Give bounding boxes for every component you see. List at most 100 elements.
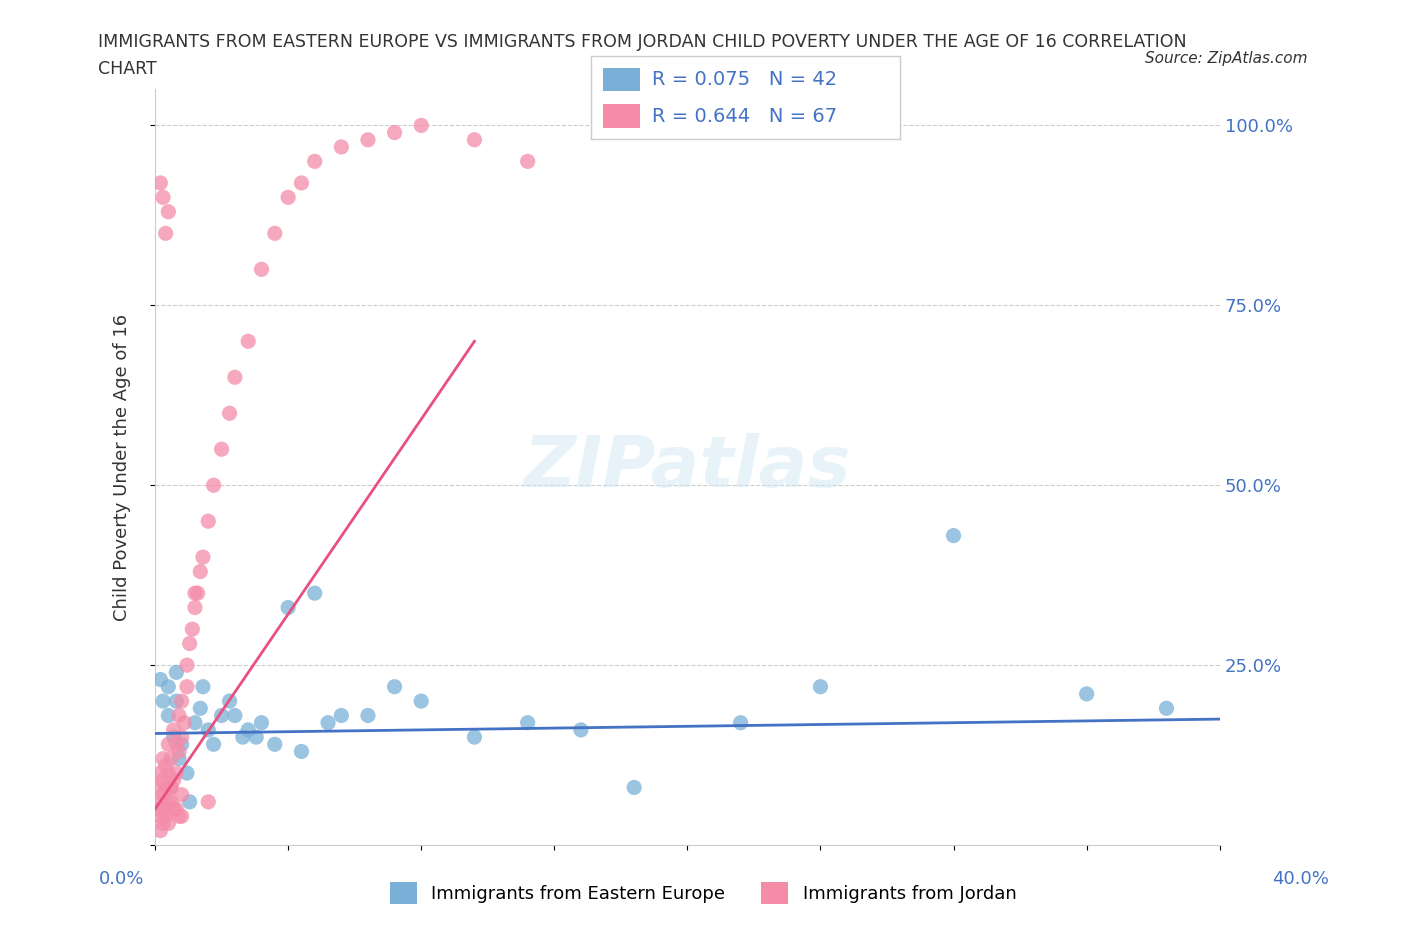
- Point: [157, 816, 180, 830]
- Point: [211, 708, 233, 723]
- Point: [463, 730, 485, 745]
- Point: [152, 751, 174, 766]
- Point: [1076, 686, 1098, 701]
- Point: [942, 528, 965, 543]
- Text: Source: ZipAtlas.com: Source: ZipAtlas.com: [1144, 51, 1308, 66]
- Text: CHART: CHART: [98, 60, 157, 78]
- Point: [569, 723, 592, 737]
- Point: [245, 730, 267, 745]
- Point: [176, 679, 198, 694]
- Point: [155, 780, 177, 795]
- Point: [330, 708, 353, 723]
- Point: [290, 744, 312, 759]
- FancyBboxPatch shape: [603, 104, 640, 127]
- Point: [160, 794, 183, 809]
- Legend: Immigrants from Eastern Europe, Immigrants from Jordan: Immigrants from Eastern Europe, Immigran…: [382, 875, 1024, 911]
- Point: [170, 809, 193, 824]
- Point: [163, 773, 186, 788]
- Point: [163, 723, 186, 737]
- Point: [160, 780, 183, 795]
- Point: [157, 794, 180, 809]
- Point: [290, 176, 312, 191]
- Point: [184, 715, 207, 730]
- Point: [304, 586, 326, 601]
- Point: [152, 816, 174, 830]
- Point: [160, 780, 183, 795]
- Point: [167, 809, 190, 824]
- Point: [277, 190, 299, 205]
- Point: [188, 701, 211, 716]
- Point: [157, 708, 180, 723]
- Point: [384, 679, 406, 694]
- Point: [179, 794, 201, 809]
- Point: [516, 154, 538, 169]
- Point: [184, 586, 207, 601]
- Point: [149, 176, 172, 191]
- Point: [277, 600, 299, 615]
- Point: [157, 679, 180, 694]
- Point: [157, 737, 180, 751]
- Point: [411, 694, 433, 709]
- Point: [167, 744, 190, 759]
- Point: [149, 765, 172, 780]
- Point: [191, 550, 214, 565]
- Point: [197, 513, 219, 528]
- Point: [155, 226, 177, 241]
- Point: [149, 672, 172, 687]
- Point: [170, 694, 193, 709]
- Point: [250, 262, 273, 277]
- Point: [163, 730, 186, 745]
- Point: [170, 787, 193, 802]
- Point: [191, 679, 214, 694]
- Text: 0.0%: 0.0%: [98, 870, 143, 888]
- Point: [170, 730, 193, 745]
- Point: [157, 765, 180, 780]
- Point: [181, 621, 204, 636]
- Point: [211, 442, 233, 457]
- Point: [152, 773, 174, 788]
- Point: [149, 823, 172, 838]
- Point: [170, 737, 193, 751]
- Point: [463, 132, 485, 147]
- Point: [357, 708, 380, 723]
- Point: [224, 370, 246, 385]
- Point: [202, 478, 225, 493]
- Point: [179, 636, 201, 651]
- Point: [238, 334, 260, 349]
- Point: [167, 708, 190, 723]
- Point: [316, 715, 339, 730]
- Point: [165, 802, 187, 817]
- FancyBboxPatch shape: [603, 68, 640, 91]
- Point: [730, 715, 752, 730]
- Point: [165, 694, 187, 709]
- Point: [152, 190, 174, 205]
- Point: [1156, 701, 1178, 716]
- Point: [197, 794, 219, 809]
- Point: [250, 715, 273, 730]
- Point: [173, 715, 195, 730]
- Y-axis label: Child Poverty Under the Age of 16: Child Poverty Under the Age of 16: [114, 313, 131, 621]
- Point: [155, 802, 177, 817]
- Point: [184, 600, 207, 615]
- Point: [152, 694, 174, 709]
- Point: [146, 802, 169, 817]
- Point: [304, 154, 326, 169]
- Point: [238, 723, 260, 737]
- Point: [152, 787, 174, 802]
- Point: [165, 737, 187, 751]
- Point: [810, 679, 832, 694]
- Point: [157, 205, 180, 219]
- Point: [146, 780, 169, 795]
- Point: [384, 126, 406, 140]
- Point: [357, 132, 380, 147]
- Point: [149, 794, 172, 809]
- Point: [411, 118, 433, 133]
- Point: [188, 565, 211, 579]
- Point: [197, 723, 219, 737]
- Point: [163, 802, 186, 817]
- Point: [155, 759, 177, 774]
- Text: R = 0.644   N = 67: R = 0.644 N = 67: [652, 107, 838, 126]
- Point: [165, 765, 187, 780]
- Point: [330, 140, 353, 154]
- Point: [218, 405, 240, 420]
